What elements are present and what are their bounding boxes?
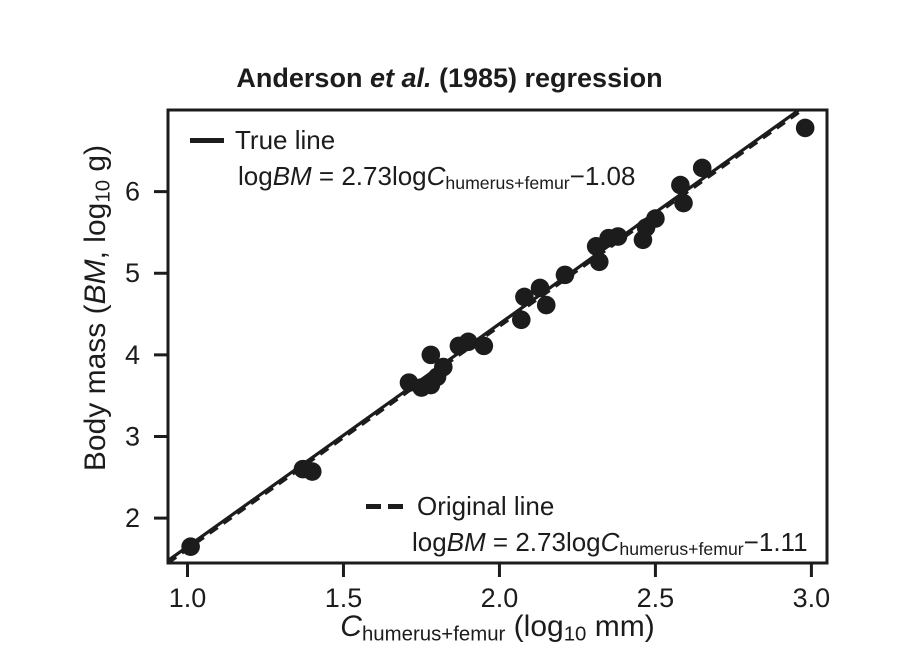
text-part: = 2.73log — [485, 527, 601, 557]
text-part: log — [238, 161, 273, 191]
y-tick-label: 5 — [125, 258, 140, 288]
data-point — [608, 227, 628, 246]
text-part: C — [600, 527, 620, 557]
text-part: Body mass ( — [79, 304, 112, 472]
y-tick-label: 3 — [125, 421, 140, 451]
data-point — [555, 265, 575, 285]
x-tick-label: 1.5 — [325, 583, 363, 613]
text-part: mm) — [586, 610, 655, 643]
data-point — [421, 345, 441, 365]
true-line-equation: logBM = 2.73logChumerus+femur−1.08 — [190, 158, 635, 201]
text-part: −1.08 — [569, 161, 636, 191]
y-tick-label: 4 — [125, 340, 140, 370]
x-tick-label: 2.0 — [481, 583, 519, 613]
legend-original-line: Original line logBM = 2.73logChumerus+fe… — [366, 488, 808, 567]
text-part: , log — [79, 202, 112, 260]
data-point — [795, 118, 815, 138]
text-part: humerus+femur — [445, 172, 570, 193]
data-point — [674, 193, 693, 213]
data-point — [671, 175, 690, 195]
text-part: (log — [505, 610, 564, 643]
text-part: g) — [79, 144, 112, 180]
x-tick-label: 1.0 — [169, 583, 207, 613]
true-regression-line — [167, 108, 800, 562]
legend-original-line-label: Original line — [417, 491, 555, 521]
text-part: log — [412, 527, 447, 557]
x-tick-label: 3.0 — [793, 583, 831, 613]
data-point — [181, 537, 200, 556]
text-part: BM — [272, 161, 312, 191]
text-part: 10 — [563, 623, 587, 646]
legend-true-line-label: True line — [235, 125, 336, 155]
original-line-equation: logBM = 2.73logChumerus+femur−1.11 — [366, 524, 808, 567]
text-part: −1.11 — [743, 527, 808, 557]
legend-true-line: True line logBM = 2.73logChumerus+femur−… — [190, 122, 635, 201]
data-point — [536, 295, 556, 315]
data-point — [589, 252, 609, 272]
y-tick-label: 2 — [125, 503, 140, 533]
text-part: BM — [446, 527, 486, 557]
text-part: (1985) regression — [431, 63, 663, 93]
y-tick-label: 6 — [125, 177, 140, 207]
data-point — [302, 462, 322, 481]
plot-frame — [166, 108, 829, 565]
text-part: 10 — [92, 179, 115, 203]
text-part: C — [340, 610, 362, 643]
data-point — [433, 357, 453, 377]
legend-original-line-row: Original line — [366, 488, 808, 524]
legend-true-line-row: True line — [190, 122, 635, 158]
text-part: humerus+femur — [619, 538, 744, 559]
text-part: Anderson — [236, 63, 370, 93]
data-point — [458, 332, 478, 352]
data-point — [692, 158, 712, 178]
text-part: et al. — [369, 63, 432, 93]
text-part: C — [426, 161, 446, 191]
text-part: humerus+femur — [361, 623, 506, 646]
data-point — [474, 336, 494, 356]
text-part: BM — [79, 259, 112, 305]
text-part: = 2.73log — [311, 161, 427, 191]
chart-title: Anderson et al. (1985) regression — [0, 60, 899, 96]
data-point — [646, 209, 665, 228]
x-tick-label: 2.5 — [637, 583, 675, 613]
x-axis-label: Chumerus+femur (log10 mm) — [168, 608, 827, 653]
y-axis-label: Body mass (BM, log10 g) — [76, 58, 116, 558]
data-point — [511, 310, 531, 330]
solid-line-swatch — [190, 137, 224, 143]
dashed-line-swatch — [366, 503, 403, 509]
data-point — [515, 287, 534, 307]
original-regression-line — [167, 108, 804, 565]
data-point — [530, 278, 550, 298]
